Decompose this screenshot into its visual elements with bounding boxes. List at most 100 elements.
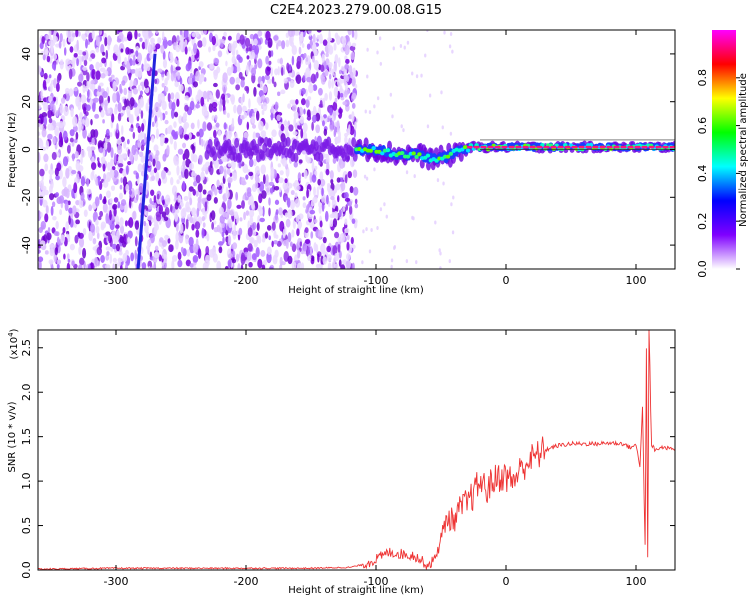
noise-cell: [310, 199, 315, 207]
noise-cell: [315, 124, 321, 134]
noise-cell: [157, 93, 162, 104]
noise-cell: [179, 30, 183, 36]
noise-cell: [66, 144, 71, 154]
noise-cell: [309, 245, 313, 256]
noise-cell: [213, 129, 217, 139]
noise-cell: [98, 216, 102, 221]
noise-cell: [184, 148, 190, 160]
y-tick-label: -40: [20, 236, 33, 254]
noise-cell: [212, 106, 218, 112]
noise-cell: [51, 201, 56, 208]
noise-cell: [247, 220, 250, 230]
noise-cell: [268, 207, 271, 217]
noise-cell: [253, 38, 258, 46]
noise-cell: [322, 39, 328, 46]
noise-cell: [134, 249, 137, 261]
noise-cell: [216, 179, 220, 188]
noise-cell: [337, 195, 340, 203]
noise-cell: [338, 259, 342, 267]
noise-cell: [351, 92, 357, 100]
noise-cell: [73, 52, 78, 58]
noise-cell: [96, 246, 103, 256]
noise-cell: [227, 162, 232, 168]
noise-cell: [167, 170, 172, 176]
noise-cell: [297, 249, 301, 259]
noise-cell: [346, 241, 350, 251]
noise-cell: [264, 38, 268, 45]
noise-cell: [282, 181, 288, 190]
noise-cell: [155, 149, 160, 157]
noise-cell: [340, 79, 345, 84]
noise-cell: [92, 202, 96, 209]
noise-cell: [320, 178, 326, 187]
noise-cell: [192, 189, 196, 196]
noise-cell: [151, 121, 155, 127]
noise-cell: [40, 89, 43, 99]
noise-cell: [275, 209, 279, 216]
snr-y-axis-label: SNR (10 * v/v): [7, 401, 18, 472]
noise-cell: [124, 220, 128, 227]
noise-cell: [86, 72, 90, 82]
colorbar-ticks: 0.0 0.2 0.4 0.6 0.8: [696, 69, 740, 278]
noise-cell: [376, 96, 380, 101]
noise-cell: [127, 161, 132, 166]
x-tick-label: -200: [234, 274, 259, 287]
noise-cell: [135, 50, 139, 58]
noise-cell: [192, 81, 199, 88]
noise-cell: [153, 167, 158, 174]
noise-cell: [352, 169, 358, 178]
noise-cell: [297, 221, 303, 229]
noise-cell: [415, 260, 418, 265]
noise-cell: [321, 201, 325, 212]
noise-cell: [49, 248, 55, 257]
noise-cell: [436, 178, 440, 183]
noise-cell: [253, 239, 258, 248]
noise-cell: [166, 126, 172, 135]
noise-cell: [389, 92, 393, 97]
noise-cell: [287, 103, 292, 109]
noise-cell: [131, 60, 136, 66]
noise-cell: [144, 38, 148, 50]
noise-cell: [351, 102, 356, 109]
noise-cell: [119, 83, 122, 93]
noise-cell: [44, 213, 49, 223]
noise-cell: [64, 87, 70, 94]
signal-cell: [234, 137, 240, 148]
noise-cell: [266, 252, 272, 264]
noise-cell: [74, 234, 79, 244]
noise-cell: [102, 202, 108, 213]
noise-cell: [54, 126, 60, 137]
noise-cell: [312, 105, 317, 116]
noise-cell: [338, 209, 342, 218]
noise-cell: [275, 42, 279, 50]
signal-cell: [318, 152, 324, 163]
noise-cell: [50, 264, 54, 269]
noise-cell: [129, 97, 135, 107]
noise-cell: [111, 166, 116, 171]
noise-cell: [191, 32, 196, 38]
noise-cell: [300, 128, 304, 139]
noise-cell: [67, 37, 73, 43]
noise-cell: [49, 193, 55, 201]
noise-cell: [182, 180, 186, 191]
noise-cell: [185, 63, 191, 72]
noise-cell: [296, 228, 300, 237]
noise-cell: [171, 101, 176, 112]
noise-cell: [171, 259, 175, 269]
noise-cell: [413, 174, 416, 179]
noise-cell: [334, 231, 340, 239]
noise-cell: [298, 46, 302, 55]
snr-scale-close: ): [9, 328, 20, 332]
noise-cell: [248, 261, 253, 268]
noise-cell: [117, 102, 122, 113]
noise-cell: [182, 142, 187, 149]
noise-cell: [391, 114, 394, 119]
noise-cell: [128, 73, 132, 81]
signal-cell: [344, 152, 350, 163]
noise-cell: [271, 129, 277, 138]
x-tick-label: 100: [626, 575, 647, 588]
noise-cell: [254, 45, 260, 55]
noise-cell: [331, 261, 336, 269]
noise-cell: [77, 49, 84, 56]
